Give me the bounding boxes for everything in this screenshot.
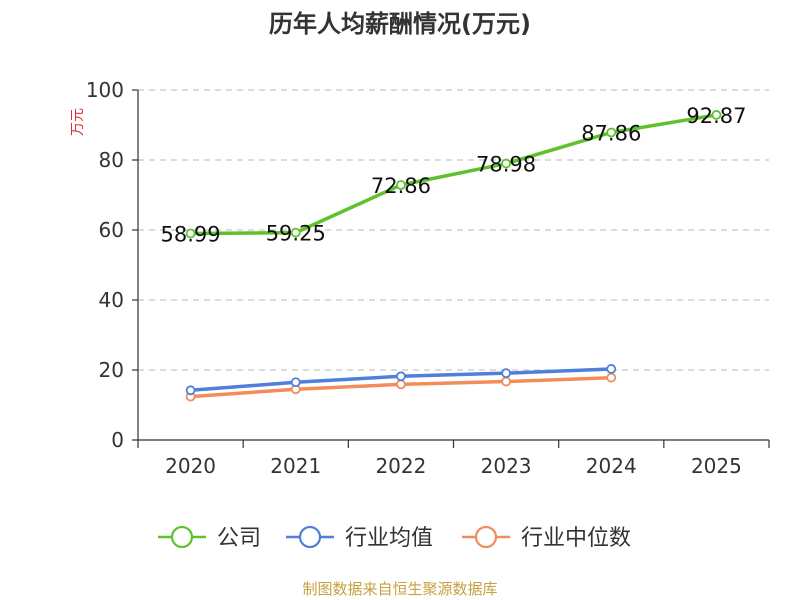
legend-label: 行业均值 xyxy=(345,526,433,551)
legend-marker xyxy=(474,525,498,549)
y-tick-label: 100 xyxy=(86,78,124,102)
legend-marker xyxy=(298,525,322,549)
data-point[interactable] xyxy=(185,228,196,239)
y-tick-label: 40 xyxy=(99,288,124,312)
legend-label: 行业中位数 xyxy=(521,526,631,551)
data-label: 78.98 xyxy=(476,153,536,177)
data-point[interactable] xyxy=(290,227,301,238)
data-label: 58.99 xyxy=(161,223,221,247)
x-tick-label-2024: 2024 xyxy=(586,454,637,478)
data-point[interactable] xyxy=(501,158,511,169)
x-tick-label-2022: 2022 xyxy=(375,454,426,478)
legend[interactable]: 公司 行业均值 行业中位数 xyxy=(158,525,631,551)
y-tick-label: 20 xyxy=(99,358,124,382)
data-label: 87.86 xyxy=(581,121,641,145)
series-line-公司 xyxy=(188,113,719,236)
legend-label: 公司 xyxy=(217,526,261,551)
data-label: 59.25 xyxy=(266,222,326,246)
y-tick-label: 80 xyxy=(99,148,124,172)
y-tick-label: 0 xyxy=(111,428,124,452)
gridlines xyxy=(138,89,769,371)
data-point[interactable] xyxy=(501,368,511,379)
data-labels: 58.99 59.25 72.86 78.98 87.86 92.87 xyxy=(161,104,747,247)
legend-item-行业中位数[interactable]: 行业中位数 xyxy=(462,525,631,551)
legend-item-行业均值[interactable]: 行业均值 xyxy=(286,525,433,551)
data-source-note: 制图数据来自恒生聚源数据库 xyxy=(302,580,497,598)
data-label: 92.87 xyxy=(686,104,746,128)
legend-item-公司[interactable]: 公司 xyxy=(158,525,261,551)
chart-title: 历年人均薪酬情况(万元) xyxy=(269,10,531,38)
series-layer xyxy=(185,110,722,402)
data-point[interactable] xyxy=(396,371,406,382)
x-tick-label-2025: 2025 xyxy=(691,454,742,478)
x-tick-label-2023: 2023 xyxy=(481,454,532,478)
y-tick-label: 60 xyxy=(99,218,124,242)
data-label: 72.86 xyxy=(371,174,431,198)
data-point[interactable] xyxy=(396,379,406,390)
axes: 0 20 40 60 80 100 2020 2021 2022 2023 2024 2025 xyxy=(86,78,770,478)
y-axis-label: 万元 xyxy=(70,108,86,136)
data-point[interactable] xyxy=(606,364,617,374)
data-point[interactable] xyxy=(606,372,617,383)
x-tick-label-2021: 2021 xyxy=(270,454,321,478)
data-point[interactable] xyxy=(606,127,617,138)
data-point[interactable] xyxy=(185,385,196,396)
data-point[interactable] xyxy=(290,377,301,388)
data-point[interactable] xyxy=(501,376,511,387)
legend-marker xyxy=(170,525,194,549)
data-point[interactable] xyxy=(711,110,722,120)
data-point[interactable] xyxy=(396,180,406,190)
x-tick-label-2020: 2020 xyxy=(165,454,216,478)
